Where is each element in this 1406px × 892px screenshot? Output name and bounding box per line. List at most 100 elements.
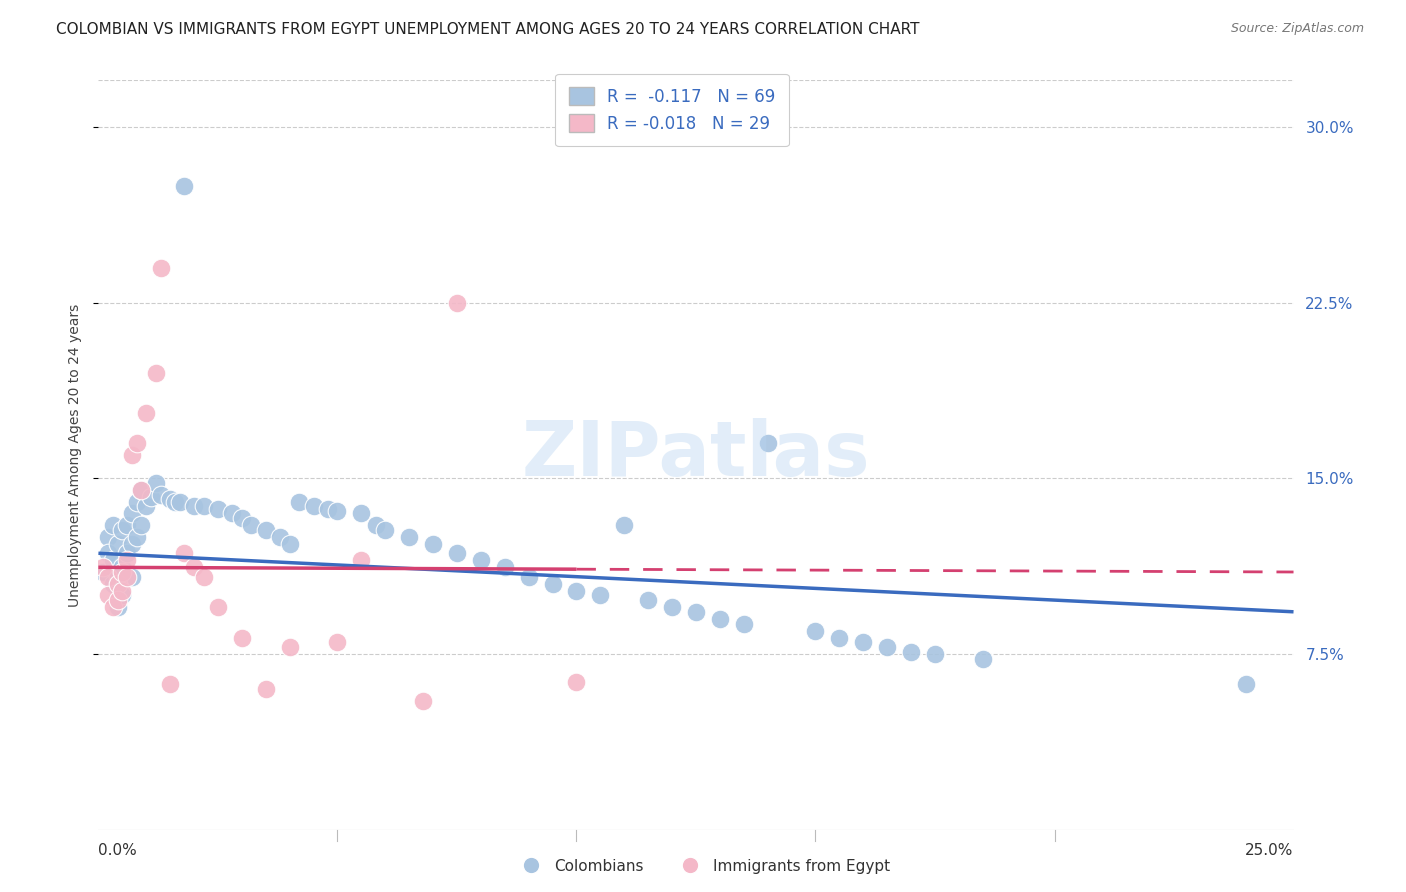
Point — [446, 546, 468, 560]
Point — [121, 570, 143, 584]
Text: 0.0%: 0.0% — [98, 843, 138, 858]
Point — [107, 600, 129, 615]
Legend: Colombians, Immigrants from Egypt: Colombians, Immigrants from Egypt — [510, 853, 896, 880]
Point — [139, 490, 162, 504]
Point — [231, 511, 253, 525]
Point — [565, 675, 588, 690]
Point — [125, 530, 148, 544]
Point — [107, 576, 129, 591]
Point — [149, 488, 172, 502]
Point — [240, 518, 263, 533]
Y-axis label: Unemployment Among Ages 20 to 24 years: Unemployment Among Ages 20 to 24 years — [69, 303, 83, 607]
Point — [159, 677, 181, 691]
Point — [565, 583, 588, 598]
Point — [101, 576, 124, 591]
Text: Source: ZipAtlas.com: Source: ZipAtlas.com — [1230, 22, 1364, 36]
Point — [183, 500, 205, 514]
Point — [1234, 677, 1257, 691]
Point — [121, 448, 143, 462]
Point — [756, 436, 779, 450]
Point — [316, 501, 339, 516]
Point — [111, 560, 134, 574]
Point — [115, 518, 138, 533]
Point — [173, 546, 195, 560]
Point — [115, 570, 138, 584]
Point — [422, 537, 444, 551]
Point — [111, 583, 134, 598]
Point — [972, 651, 994, 665]
Point — [111, 565, 134, 579]
Point — [231, 631, 253, 645]
Point — [135, 406, 157, 420]
Point — [326, 504, 349, 518]
Point — [709, 612, 731, 626]
Point — [828, 631, 851, 645]
Point — [107, 570, 129, 584]
Point — [374, 523, 396, 537]
Point — [412, 694, 434, 708]
Point — [91, 565, 114, 579]
Point — [613, 518, 636, 533]
Point — [350, 553, 373, 567]
Point — [115, 546, 138, 560]
Point — [207, 600, 229, 615]
Point — [131, 483, 153, 497]
Point — [121, 537, 143, 551]
Point — [111, 589, 134, 603]
Point — [173, 178, 195, 193]
Point — [97, 570, 120, 584]
Point — [589, 589, 612, 603]
Point — [364, 518, 387, 533]
Point — [494, 560, 516, 574]
Point — [145, 366, 167, 380]
Point — [111, 523, 134, 537]
Point — [125, 494, 148, 508]
Point — [193, 570, 215, 584]
Point — [207, 501, 229, 516]
Point — [115, 553, 138, 567]
Point — [135, 500, 157, 514]
Point — [661, 600, 683, 615]
Point — [278, 537, 301, 551]
Point — [517, 570, 540, 584]
Point — [446, 295, 468, 310]
Point — [733, 616, 755, 631]
Point — [159, 492, 181, 507]
Point — [637, 593, 659, 607]
Text: 25.0%: 25.0% — [1246, 843, 1294, 858]
Point — [97, 546, 120, 560]
Point — [163, 494, 186, 508]
Text: COLOMBIAN VS IMMIGRANTS FROM EGYPT UNEMPLOYMENT AMONG AGES 20 TO 24 YEARS CORREL: COLOMBIAN VS IMMIGRANTS FROM EGYPT UNEMP… — [56, 22, 920, 37]
Point — [302, 500, 325, 514]
Text: ZIPatlas: ZIPatlas — [522, 418, 870, 491]
Point — [254, 682, 277, 697]
Point — [91, 560, 114, 574]
Point — [254, 523, 277, 537]
Point — [852, 635, 875, 649]
Point — [804, 624, 827, 638]
Point — [900, 644, 922, 658]
Point — [131, 483, 153, 497]
Point — [193, 500, 215, 514]
Point — [97, 589, 120, 603]
Point — [278, 640, 301, 654]
Point — [288, 494, 311, 508]
Point — [169, 494, 191, 508]
Point — [125, 436, 148, 450]
Point — [101, 600, 124, 615]
Point — [269, 530, 291, 544]
Point — [121, 507, 143, 521]
Point — [398, 530, 420, 544]
Point — [685, 605, 707, 619]
Point — [924, 647, 946, 661]
Point — [183, 560, 205, 574]
Point — [149, 260, 172, 275]
Point — [350, 507, 373, 521]
Point — [470, 553, 492, 567]
Point — [97, 530, 120, 544]
Point — [107, 593, 129, 607]
Point — [876, 640, 898, 654]
Point — [326, 635, 349, 649]
Point — [145, 476, 167, 491]
Point — [131, 518, 153, 533]
